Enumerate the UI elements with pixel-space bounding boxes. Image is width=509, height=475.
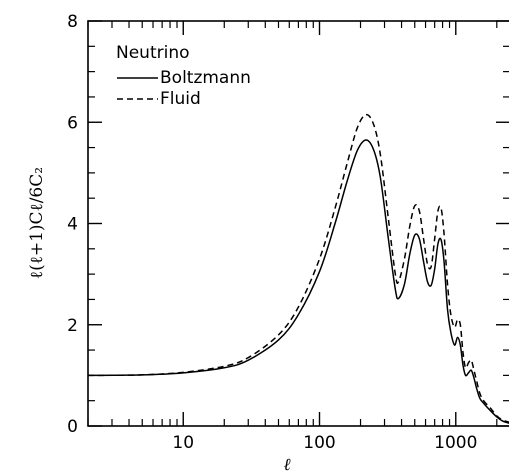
y-tick-label: 8 [67,12,78,32]
legend-label-boltzmann: Boltzmann [160,68,251,88]
y-axis-label: ℓ(ℓ+1)Cℓ/6C₂ [27,167,47,279]
legend: Neutrino Boltzmann Fluid [116,43,251,109]
legend-title: Neutrino [116,43,190,63]
y-tick-label: 6 [67,113,78,133]
y-tick-label: 4 [67,215,78,235]
minor-ticks [87,21,509,426]
x-tick-label: 100 [303,433,335,453]
x-tick-label: 1000 [434,433,477,453]
y-tick-label: 0 [67,417,78,437]
x-tick-label: 10 [172,433,194,453]
series-layer [87,113,509,424]
y-tick-label: 2 [67,316,78,336]
series-line-fluid [87,113,509,423]
x-tick-labels: 10 100 1000 [172,433,477,453]
y-tick-labels: 0 2 4 6 8 [67,12,78,437]
plot-frame [87,20,509,427]
x-axis-label: ℓ [283,455,290,475]
series-line-boltzmann [87,139,509,424]
legend-label-fluid: Fluid [160,89,201,109]
major-ticks [88,20,509,427]
